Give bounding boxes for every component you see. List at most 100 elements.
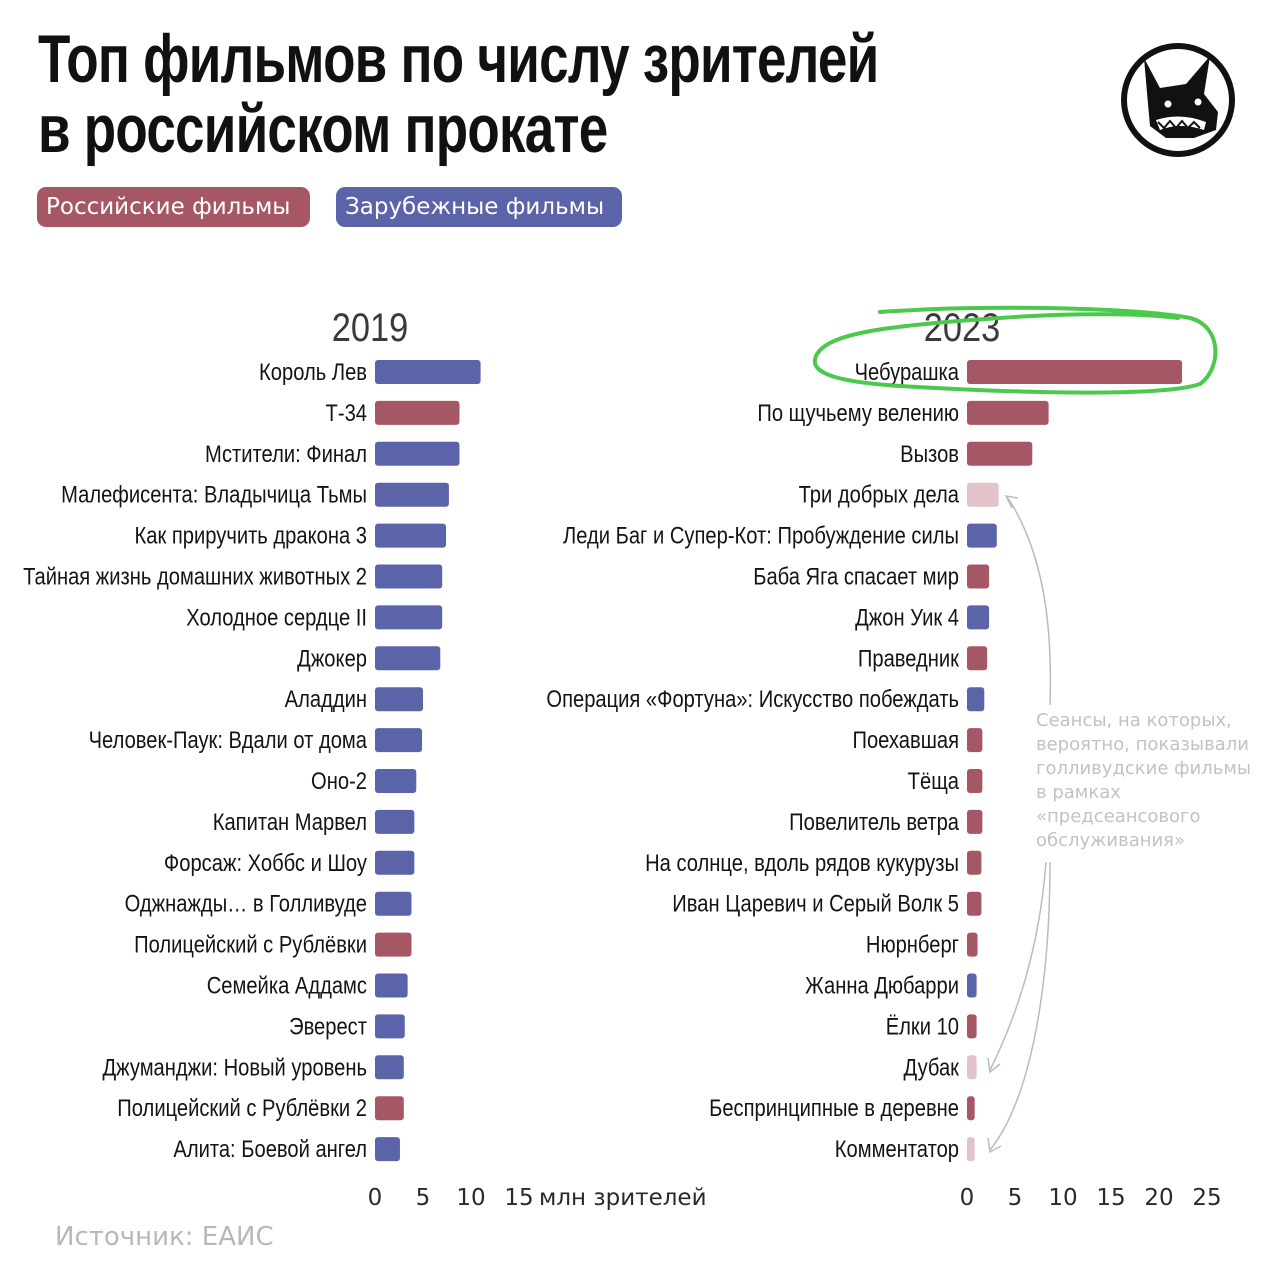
bar-category-label: Джокер [297, 645, 367, 672]
bar [967, 482, 999, 507]
x-tick-label: 10 [456, 1185, 485, 1211]
bar [967, 932, 978, 957]
bar [375, 1014, 405, 1039]
bar-category-label: Оно-2 [311, 767, 367, 794]
bar [967, 360, 1183, 384]
x-tick-label: 0 [960, 1185, 975, 1211]
bar [967, 687, 985, 712]
chart-2023: 2023 Чебурашка По щучьему велению Вызов Три … [546, 305, 1221, 1211]
bar-category-label: Повелитель ветра [789, 808, 959, 835]
bar-category-label: Т-34 [326, 399, 367, 426]
bar [967, 1137, 975, 1162]
bar [967, 564, 990, 589]
bar-category-label: Аладдин [285, 686, 367, 713]
title-line-1: Топ фильмов по числу зрителей [38, 21, 879, 97]
x-tick-label: 15 [504, 1185, 533, 1211]
bar [375, 809, 415, 834]
bar-category-label: Алита: Боевой ангел [173, 1135, 367, 1162]
bar-category-label: Капитан Марвел [213, 808, 367, 835]
bar [967, 400, 1049, 425]
annotation-note: Сеансы, на которых, вероятно, показывали… [1036, 710, 1252, 851]
bar [967, 973, 977, 998]
bar-category-label: По щучьему велению [757, 399, 959, 426]
bar [967, 1014, 977, 1039]
bar [375, 564, 443, 589]
x-tick-label: 15 [1096, 1185, 1125, 1211]
bar [375, 769, 417, 793]
bar-category-label: Беспринципные в деревне [709, 1095, 959, 1122]
fox-logo-icon [1121, 43, 1235, 157]
bar-category-label: Мстители: Финал [205, 440, 367, 467]
annotation-arrowhead-top [1004, 495, 1019, 509]
bar [375, 523, 447, 548]
bar-category-label: Полицейский с Рублёвки 2 [117, 1095, 367, 1122]
annotation-arrow-top [1007, 497, 1052, 706]
bar [375, 850, 415, 875]
bar-category-label: Три добрых дела [799, 481, 960, 508]
bar-category-label: Нюрнберг [866, 931, 959, 958]
panel-year-title: 2023 [924, 305, 1001, 350]
bar [967, 523, 997, 548]
bar-category-label: Человек-Паук: Вдали от дома [89, 726, 368, 753]
legend-russian-films: Российские фильмы [37, 187, 310, 227]
chart-2019: 2019 Король Лев Т-34 Мстители: Финал Малефис… [23, 305, 706, 1211]
bar [375, 891, 412, 916]
bar [967, 809, 983, 834]
bar [375, 687, 423, 712]
bar [967, 646, 988, 671]
bar [375, 646, 441, 671]
bar-category-label: На солнце, вдоль рядов кукурузы [645, 849, 959, 876]
x-tick-label: 10 [1048, 1185, 1077, 1211]
bar [375, 605, 443, 630]
bar-category-label: Оджнажды… в Голливуде [125, 890, 367, 917]
bar-category-label: Малефисента: Владычица Тьмы [61, 481, 367, 508]
bar [967, 441, 1033, 466]
bar-category-label: Операция «Фортуна»: Искусство побеждать [546, 686, 959, 713]
bar [967, 891, 982, 916]
bar [375, 1137, 400, 1162]
x-tick-label: 5 [416, 1185, 431, 1211]
bar-category-label: Как приручить дракона 3 [135, 522, 367, 549]
bar-category-label: Праведник [858, 645, 959, 672]
x-tick-label: 0 [368, 1185, 383, 1211]
bar-category-label: Жанна Дюбарри [805, 972, 959, 999]
bar-category-label: Полицейский с Рублёвки [134, 931, 367, 958]
bar [375, 441, 460, 466]
bar [967, 1096, 975, 1121]
bar-category-label: Ёлки 10 [886, 1013, 959, 1040]
title-line-2: в российском прокате [38, 91, 608, 167]
bar-category-label: Тайная жизнь домашних животных 2 [23, 563, 367, 590]
bar-category-label: Баба Яга спасает мир [753, 563, 959, 590]
highlight-circle [812, 305, 1218, 395]
bar-category-label: Форсаж: Хоббс и Шоу [164, 849, 368, 876]
bar-category-label: Комментатор [835, 1135, 959, 1162]
bar [375, 1055, 404, 1080]
x-tick-label: 25 [1192, 1185, 1221, 1211]
bar-category-label: Эверест [289, 1013, 367, 1040]
annotation-arrow-bottom [989, 861, 1051, 1151]
bar-category-label: Леди Баг и Супер-Кот: Пробуждение силы [563, 522, 959, 549]
panel-year-title: 2019 [332, 305, 409, 350]
chart-decorations [812, 305, 1218, 1154]
annotation-arrow-middle [989, 861, 1047, 1071]
bar-category-label: Тёща [908, 767, 960, 794]
bar [375, 482, 449, 507]
legend-foreign-films: Зарубежные фильмы [336, 187, 622, 227]
bar [375, 400, 460, 425]
bar-category-label: Дубак [903, 1054, 959, 1081]
bar [967, 850, 982, 875]
bar [967, 605, 990, 630]
x-tick-label: 20 [1144, 1185, 1173, 1211]
x-axis-label: млн зрителей [539, 1185, 707, 1211]
bar-category-label: Король Лев [259, 358, 367, 385]
bar [967, 728, 983, 753]
annotation-arrowhead-bottom [987, 1137, 1002, 1154]
bar [375, 360, 481, 384]
bar-category-label: Семейка Аддамс [207, 972, 367, 999]
bar-category-label: Чебурашка [855, 358, 960, 385]
bar [967, 769, 983, 793]
bar [375, 728, 423, 753]
bar-category-label: Холодное сердце II [186, 604, 367, 631]
bar [967, 1055, 977, 1080]
